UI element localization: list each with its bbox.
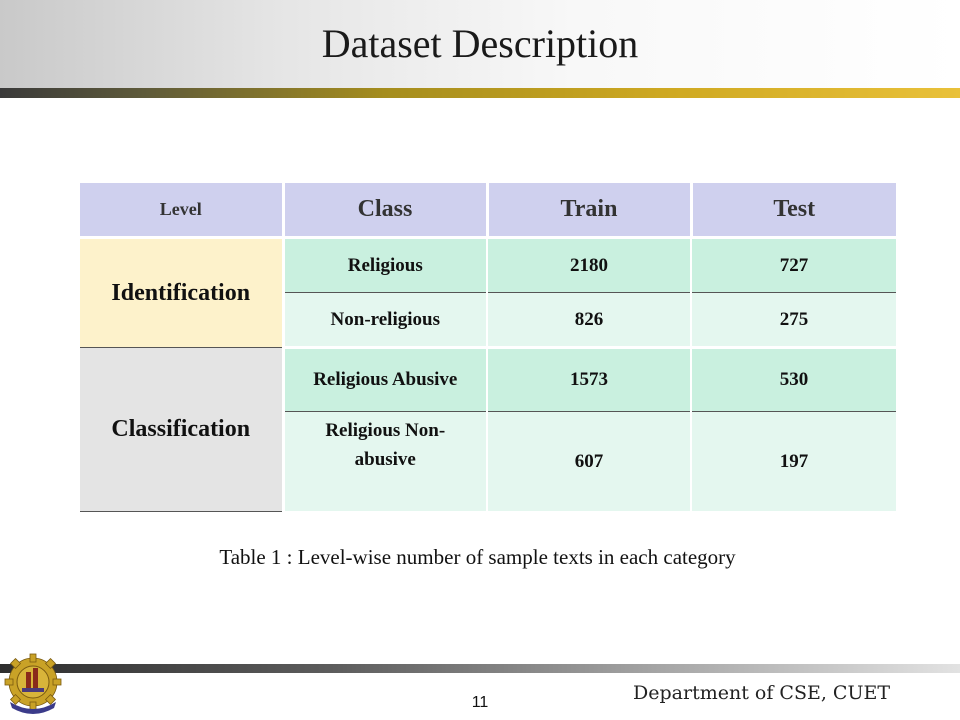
class-cell: Religious — [283, 237, 488, 293]
train-cell: 607 — [487, 411, 692, 511]
page-number: 11 — [471, 694, 489, 711]
table-row: Non-religious 826 275 — [80, 292, 896, 349]
slide-title: Dataset Description — [321, 21, 639, 66]
dataset-table: Level Class Train Test Identification Re… — [80, 183, 896, 512]
level-classification: Classification — [80, 347, 285, 512]
test-cell: 727 — [691, 237, 896, 293]
table-caption: Table 1 : Level-wise number of sample te… — [219, 545, 736, 569]
footer-department: Department of CSE, CUET — [633, 682, 890, 704]
table-row: Identification Religious 2180 727 — [80, 237, 896, 348]
header-class: Class — [283, 183, 489, 239]
class-cell: Religious Abusive — [283, 347, 488, 412]
level-identification: Identification — [80, 237, 285, 348]
bottom-divider — [0, 664, 960, 673]
test-cell: 197 — [691, 411, 896, 511]
table-row: Classification Religious Abusive 1573 53… — [80, 347, 896, 512]
class-cell: Religious Non-abusive — [283, 411, 488, 511]
cuet-gear-logo-icon — [4, 653, 62, 714]
header-level: Level — [80, 183, 285, 239]
test-cell: 275 — [691, 292, 896, 349]
test-cell: 530 — [691, 347, 896, 412]
train-cell: 1573 — [487, 347, 692, 412]
table-header-row: Level Class Train Test — [80, 183, 896, 239]
header-test: Test — [691, 183, 896, 239]
title-bar — [0, 0, 960, 88]
header-train: Train — [487, 183, 693, 239]
table-row: Religious Non-abusive 607 197 — [80, 411, 896, 511]
train-cell: 2180 — [487, 237, 692, 293]
class-cell: Non-religious — [283, 292, 488, 349]
top-divider — [0, 88, 960, 98]
train-cell: 826 — [487, 292, 692, 349]
